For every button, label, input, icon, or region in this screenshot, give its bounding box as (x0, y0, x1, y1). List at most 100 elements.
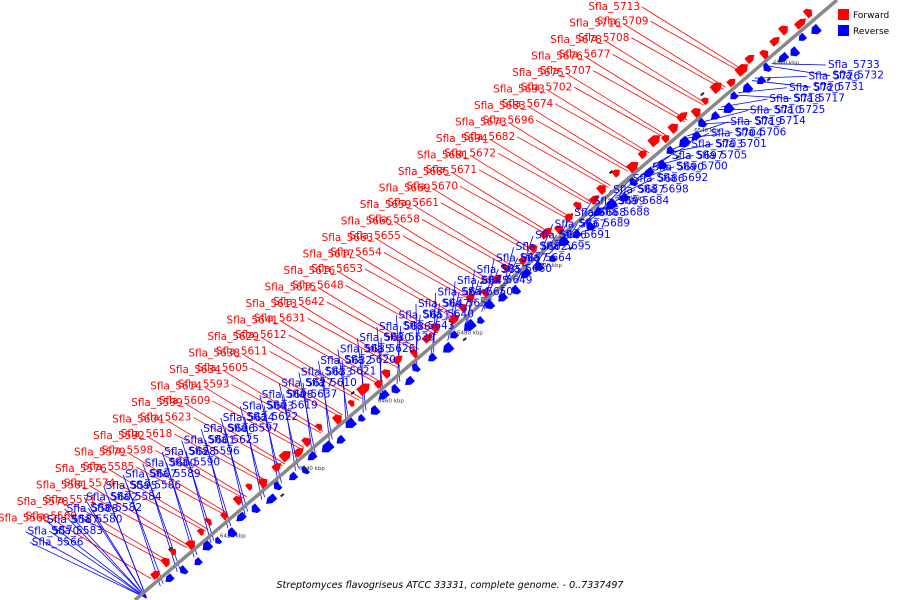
forward-gene-label: Sfla_5713 (588, 1, 640, 13)
forward-gene-label: Sfla_5598 (102, 444, 154, 456)
label-leader-line (146, 435, 247, 498)
forward-gene-17 (347, 399, 355, 408)
label-leader-line (565, 72, 669, 137)
feature-marker (700, 91, 705, 97)
forward-gene-label: Sfla_5574 (63, 477, 115, 489)
reverse-gene-label: Sfla_5587 (47, 514, 99, 526)
label-leader-line (298, 303, 401, 367)
forward-gene-label: Sfla_5648 (292, 279, 344, 291)
label-leader-line (337, 270, 439, 334)
reverse-gene-label: Sfla_5701 (715, 138, 767, 150)
forward-gene-label: Sfla_5685 (398, 166, 450, 178)
forward-gene-20 (380, 369, 391, 379)
reverse-gene-label: Sfla_5657 (496, 252, 548, 264)
reverse-gene-label: Sfla_5647 (418, 298, 470, 310)
reverse-gene-label: Sfla_5690 (652, 161, 704, 173)
reverse-gene-label: Sfla_5590 (168, 457, 220, 469)
label-leader-line (288, 334, 379, 385)
forward-gene-label: Sfla_5623 (140, 411, 192, 423)
label-leader-line (464, 280, 480, 327)
forward-gene-label: Sfla_5642 (273, 296, 325, 308)
label-leader-line (535, 119, 628, 172)
forward-gene-label: Sfla_5658 (368, 213, 420, 225)
label-leader-line (631, 37, 724, 90)
forward-gene-10 (257, 478, 268, 489)
label-leader-line (527, 105, 630, 170)
reverse-gene-38 (606, 197, 619, 210)
label-leader-line (146, 473, 178, 572)
label-leader-line (667, 143, 714, 154)
label-leader-line (375, 237, 477, 301)
reverse-gene-label: Sfla_5644 (438, 287, 490, 299)
reverse-gene-label: Sfla_5666 (535, 230, 587, 242)
reverse-gene-label: Sfla_5588 (67, 503, 119, 515)
legend-reverse-swatch (838, 25, 849, 36)
forward-gene-15 (314, 423, 323, 432)
forward-gene-label: Sfla_5659 (360, 199, 412, 211)
reverse-gene-label: Sfla_5625 (207, 434, 259, 446)
reverse-gene-31 (520, 267, 532, 279)
reverse-gene-label: Sfla_5719 (730, 116, 782, 128)
forward-gene-label: Sfla_5661 (387, 197, 439, 209)
label-leader-line (636, 155, 671, 180)
label-leader-line (478, 169, 571, 221)
legend-forward-label: Forward (853, 11, 889, 21)
reverse-gene-label: Sfla_5687 (613, 184, 665, 196)
forward-gene-18 (356, 383, 370, 397)
label-leader-line (203, 386, 305, 448)
forward-gene-38 (596, 184, 606, 196)
label-leader-line (612, 53, 705, 106)
label-leader-line (25, 531, 147, 599)
forward-gene-25 (448, 314, 460, 326)
label-leader-line (402, 235, 494, 287)
forward-gene-label: Sfla_5629 (207, 331, 259, 343)
reverse-gene-56 (811, 23, 822, 35)
reverse-gene-label: Sfla_5624 (223, 412, 275, 424)
label-leader-line (361, 348, 364, 413)
reverse-gene-label: Sfla_5606 (203, 423, 255, 435)
scale-tick-label: 6520 kbp (615, 196, 641, 202)
reverse-gene-label: Sfla_5710 (750, 105, 802, 117)
scale-ticks: 6420 kbp 6440 kbp 6460 kbp 6480 kbp 6500 kbp… (220, 60, 800, 539)
forward-gene-9 (245, 483, 253, 491)
label-leader-line (603, 39, 707, 105)
reverse-gene-19 (378, 389, 390, 400)
forward-gene-54 (778, 25, 788, 36)
label-leader-line (555, 103, 647, 156)
forward-gene-2 (160, 557, 170, 568)
reverse-gene-label: Sfla_5695 (539, 240, 591, 252)
reverse-gene-label: Sfla_5691 (559, 229, 611, 241)
reverse-gene-label: Sfla_5589 (149, 468, 201, 480)
reverse-gene-label: Sfla_5703 (691, 139, 743, 151)
forward-gene-4 (185, 540, 195, 551)
scale-tick-label: 6480 kbp (457, 331, 483, 337)
scale-tick-label: 6500 kbp (536, 263, 562, 269)
reverse-gene-label: Sfla_5704 (711, 127, 763, 139)
reverse-gene-8 (251, 503, 261, 514)
reverse-gene-label: Sfla_5626 (364, 343, 416, 355)
reverse-gene-42 (658, 159, 668, 170)
label-leader-line (127, 485, 161, 587)
forward-gene-label: Sfla_5609 (159, 395, 211, 407)
forward-gene-50 (734, 64, 748, 77)
forward-gene-34 (553, 225, 564, 236)
reverse-gene-30 (512, 284, 522, 295)
reverse-gene-43 (666, 145, 675, 154)
label-leader-line (508, 122, 611, 186)
reverse-gene-36 (586, 221, 596, 231)
label-leader-line (735, 94, 792, 99)
reverse-gene-54 (790, 46, 801, 57)
label-leader-line (184, 402, 286, 465)
label-leader-line (470, 155, 573, 219)
forward-gene-27 (465, 293, 475, 303)
reverse-gene-label: Sfla_5607 (125, 469, 177, 481)
reverse-gene-label: Sfla_5584 (110, 491, 162, 503)
reverse-gene-label: Sfla_5596 (188, 445, 240, 457)
reverse-gene-label: Sfla_5652 (477, 264, 529, 276)
forward-gene-46 (690, 108, 701, 119)
reverse-gene-9 (265, 493, 278, 504)
forward-gene-label: Sfla_5576 (55, 463, 107, 475)
reverse-gene-label: Sfla_5621 (325, 366, 377, 378)
forward-gene-label: Sfla_5678 (550, 34, 602, 46)
reverse-gene-6 (227, 527, 238, 538)
